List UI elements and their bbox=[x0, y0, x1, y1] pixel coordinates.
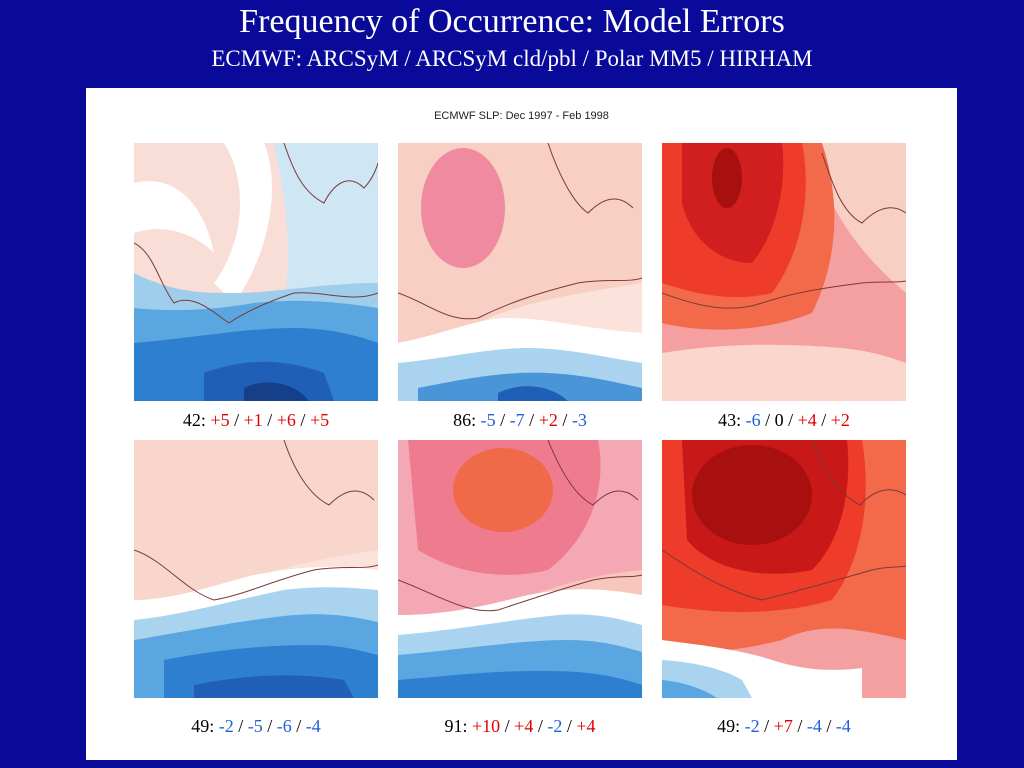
figure-title: ECMWF SLP: Dec 1997 - Feb 1998 bbox=[434, 110, 609, 122]
map-4-caption: 49: -2 / -5 / -6 / -4 bbox=[191, 716, 321, 736]
map-6-caption: 49: -2 / +7 / -4 / -4 bbox=[717, 716, 851, 736]
map-6 bbox=[662, 440, 906, 698]
map-5-caption: 91: +10 / +4 / -2 / +4 bbox=[444, 716, 596, 736]
map-2 bbox=[398, 143, 642, 401]
map-4 bbox=[134, 440, 378, 698]
map-3 bbox=[662, 143, 906, 401]
figure-panel: ECMWF SLP: Dec 1997 - Feb 1998 42: +5 / … bbox=[86, 88, 957, 760]
map-2-caption: 86: -5 / -7 / +2 / -3 bbox=[453, 410, 587, 430]
map-3-caption: 43: -6 / 0 / +4 / +2 bbox=[718, 410, 850, 430]
map-5 bbox=[398, 440, 642, 698]
map-1 bbox=[134, 143, 378, 401]
map-1-caption: 42: +5 / +1 / +6 / +5 bbox=[182, 410, 330, 430]
slide-title: Frequency of Occurrence: Model Errors bbox=[239, 3, 785, 40]
slide-subtitle: ECMWF: ARCSyM / ARCSyM cld/pbl / Polar M… bbox=[211, 46, 813, 71]
